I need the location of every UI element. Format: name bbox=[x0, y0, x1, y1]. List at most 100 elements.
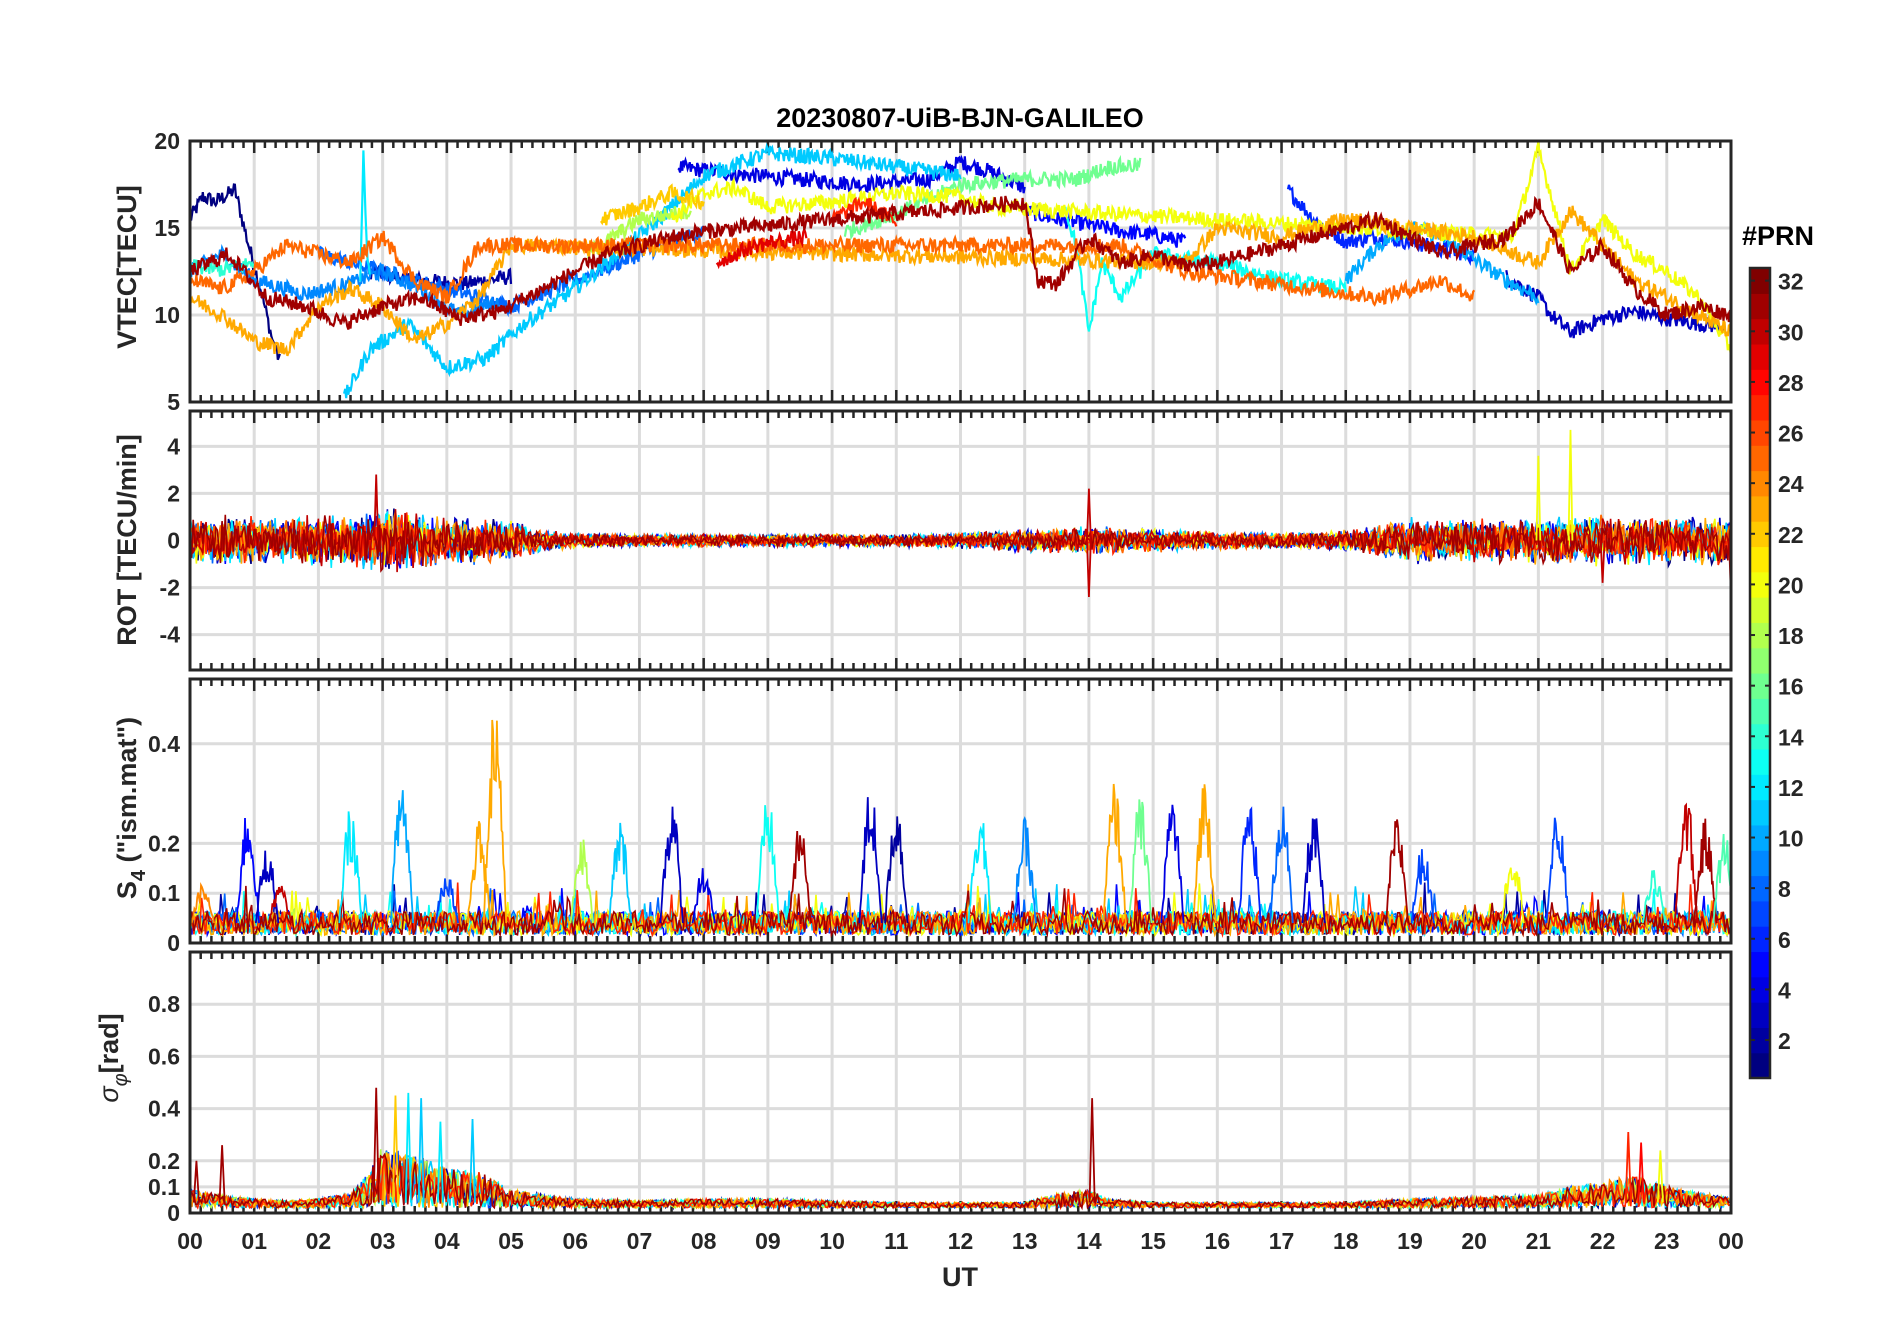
colorbar-tick-label: 32 bbox=[1778, 269, 1804, 295]
y-tick-label: 0 bbox=[167, 930, 180, 956]
vtec-ylabel: VTEC[TECU] bbox=[112, 185, 142, 349]
colorbar-segment bbox=[1750, 824, 1770, 851]
x-tick-label: 12 bbox=[948, 1228, 974, 1254]
colorbar-tick-label: 18 bbox=[1778, 623, 1804, 649]
colorbar-tick-label: 22 bbox=[1778, 522, 1804, 548]
vtec-series-line bbox=[677, 154, 1026, 194]
y-tick-label: 0.6 bbox=[148, 1043, 180, 1069]
x-tick-label: 11 bbox=[884, 1228, 909, 1254]
colorbar-tick-label: 14 bbox=[1778, 724, 1804, 750]
s4-spike bbox=[190, 882, 215, 924]
rot-panel: -4 -2 0 2 4 bbox=[160, 409, 1733, 672]
rot-series-line bbox=[190, 509, 1731, 573]
colorbar-tick-label: 2 bbox=[1778, 1028, 1791, 1054]
colorbar-title: #PRN bbox=[1742, 221, 1814, 251]
vtec-series-line bbox=[715, 226, 808, 270]
colorbar-segment bbox=[1750, 723, 1770, 750]
colorbar-segment bbox=[1750, 495, 1770, 522]
s4-spike bbox=[691, 868, 716, 924]
y-tick-label: 0.8 bbox=[148, 991, 180, 1017]
colorbar-segment bbox=[1750, 571, 1770, 598]
chart-title: 20230807-UiB-BJN-GALILEO bbox=[776, 103, 1144, 133]
sigma-phi-ylabel-main: σ bbox=[94, 1085, 124, 1103]
s4-panel: 0 0.1 0.2 0.4 bbox=[148, 677, 1733, 956]
colorbar-segment bbox=[1750, 850, 1770, 877]
x-tick-label: 05 bbox=[498, 1228, 524, 1254]
colorbar-segment bbox=[1750, 1002, 1770, 1028]
rot-peak bbox=[1599, 540, 1606, 583]
s4-spike bbox=[1673, 802, 1699, 924]
sigma-phi-spike bbox=[417, 1098, 425, 1203]
colorbar-segment bbox=[1750, 698, 1770, 725]
sigma-phi-series-line bbox=[190, 1152, 1730, 1211]
colorbar-tick-label: 20 bbox=[1778, 572, 1804, 598]
s4-spike bbox=[608, 822, 633, 924]
colorbar-tick-label: 26 bbox=[1778, 421, 1804, 447]
sigma-phi-lines bbox=[190, 1087, 1730, 1211]
vtec-series-line bbox=[359, 150, 371, 282]
y-tick-label: 0.4 bbox=[148, 731, 180, 757]
vtec-lines bbox=[190, 142, 1731, 399]
sigma-phi-spike bbox=[391, 1095, 399, 1203]
s4-spike bbox=[1301, 818, 1326, 924]
sigma-phi-spike bbox=[372, 1087, 380, 1203]
colorbar-segment bbox=[1750, 521, 1770, 548]
x-axis-label: UT bbox=[942, 1262, 978, 1292]
y-tick-label: 0.1 bbox=[148, 880, 180, 906]
s4-spike bbox=[254, 850, 280, 924]
s4-spike bbox=[1269, 806, 1294, 924]
colorbar-segment bbox=[1750, 268, 1770, 294]
rot-peak bbox=[1086, 540, 1092, 598]
colorbar-tick-label: 28 bbox=[1778, 370, 1804, 396]
s4-spike bbox=[1237, 806, 1262, 924]
vtec-series-line bbox=[670, 142, 1731, 356]
rot-peak bbox=[373, 474, 380, 541]
rot-peak bbox=[1567, 429, 1574, 541]
s4-spike bbox=[1693, 818, 1718, 924]
colorbar-segment bbox=[1750, 976, 1770, 1003]
s4-spike bbox=[967, 823, 992, 924]
sigma-phi-spike bbox=[1637, 1142, 1645, 1203]
s4-spike bbox=[1192, 784, 1217, 924]
colorbar-segment bbox=[1750, 799, 1770, 826]
colorbar-tick-label: 12 bbox=[1778, 775, 1804, 801]
sigma-phi-spike bbox=[404, 1092, 412, 1203]
y-tick-label: -2 bbox=[160, 575, 180, 601]
x-tick-label: 14 bbox=[1076, 1228, 1102, 1254]
vtec-series-line bbox=[831, 196, 898, 227]
s4-spike bbox=[787, 831, 813, 924]
colorbar-tick-label: 16 bbox=[1778, 674, 1804, 700]
y-tick-label: -4 bbox=[160, 622, 181, 648]
x-tick-label: 13 bbox=[1012, 1228, 1038, 1254]
colorbar-segment bbox=[1750, 900, 1770, 927]
y-tick-label: 10 bbox=[154, 302, 180, 328]
colorbar-segment bbox=[1750, 875, 1770, 902]
y-tick-label: 0.2 bbox=[148, 1148, 180, 1174]
y-tick-label: 2 bbox=[167, 480, 180, 506]
s4-spike bbox=[1500, 867, 1525, 924]
axes-frame bbox=[188, 409, 1733, 672]
sigma-phi-spike bbox=[1656, 1150, 1664, 1203]
colorbar-tick-label: 4 bbox=[1778, 977, 1791, 1003]
s4-spike bbox=[1641, 870, 1667, 924]
colorbar-tick-label: 10 bbox=[1778, 826, 1804, 852]
rot-series-line bbox=[190, 514, 1731, 573]
sigma-phi-ylabel-rest: [rad] bbox=[94, 1013, 124, 1073]
s4-spike bbox=[1385, 819, 1410, 924]
y-tick-label: 0.1 bbox=[148, 1174, 180, 1200]
x-tick-label: 21 bbox=[1526, 1228, 1552, 1254]
colorbar-segment bbox=[1750, 951, 1770, 978]
x-tick-label: 07 bbox=[627, 1228, 653, 1254]
colorbar-segment bbox=[1750, 369, 1770, 396]
x-tick-label: 03 bbox=[370, 1228, 396, 1254]
y-tick-label: 20 bbox=[154, 128, 180, 154]
y-tick-label: 0.4 bbox=[148, 1096, 180, 1122]
vtec-series-line bbox=[843, 154, 1142, 241]
s4-lines bbox=[190, 719, 1731, 939]
s4-spike bbox=[235, 817, 260, 924]
s4-spike bbox=[267, 885, 292, 924]
sigma-phi-ylabel-sub: φ bbox=[110, 1073, 132, 1086]
s4-spike bbox=[1545, 817, 1570, 924]
